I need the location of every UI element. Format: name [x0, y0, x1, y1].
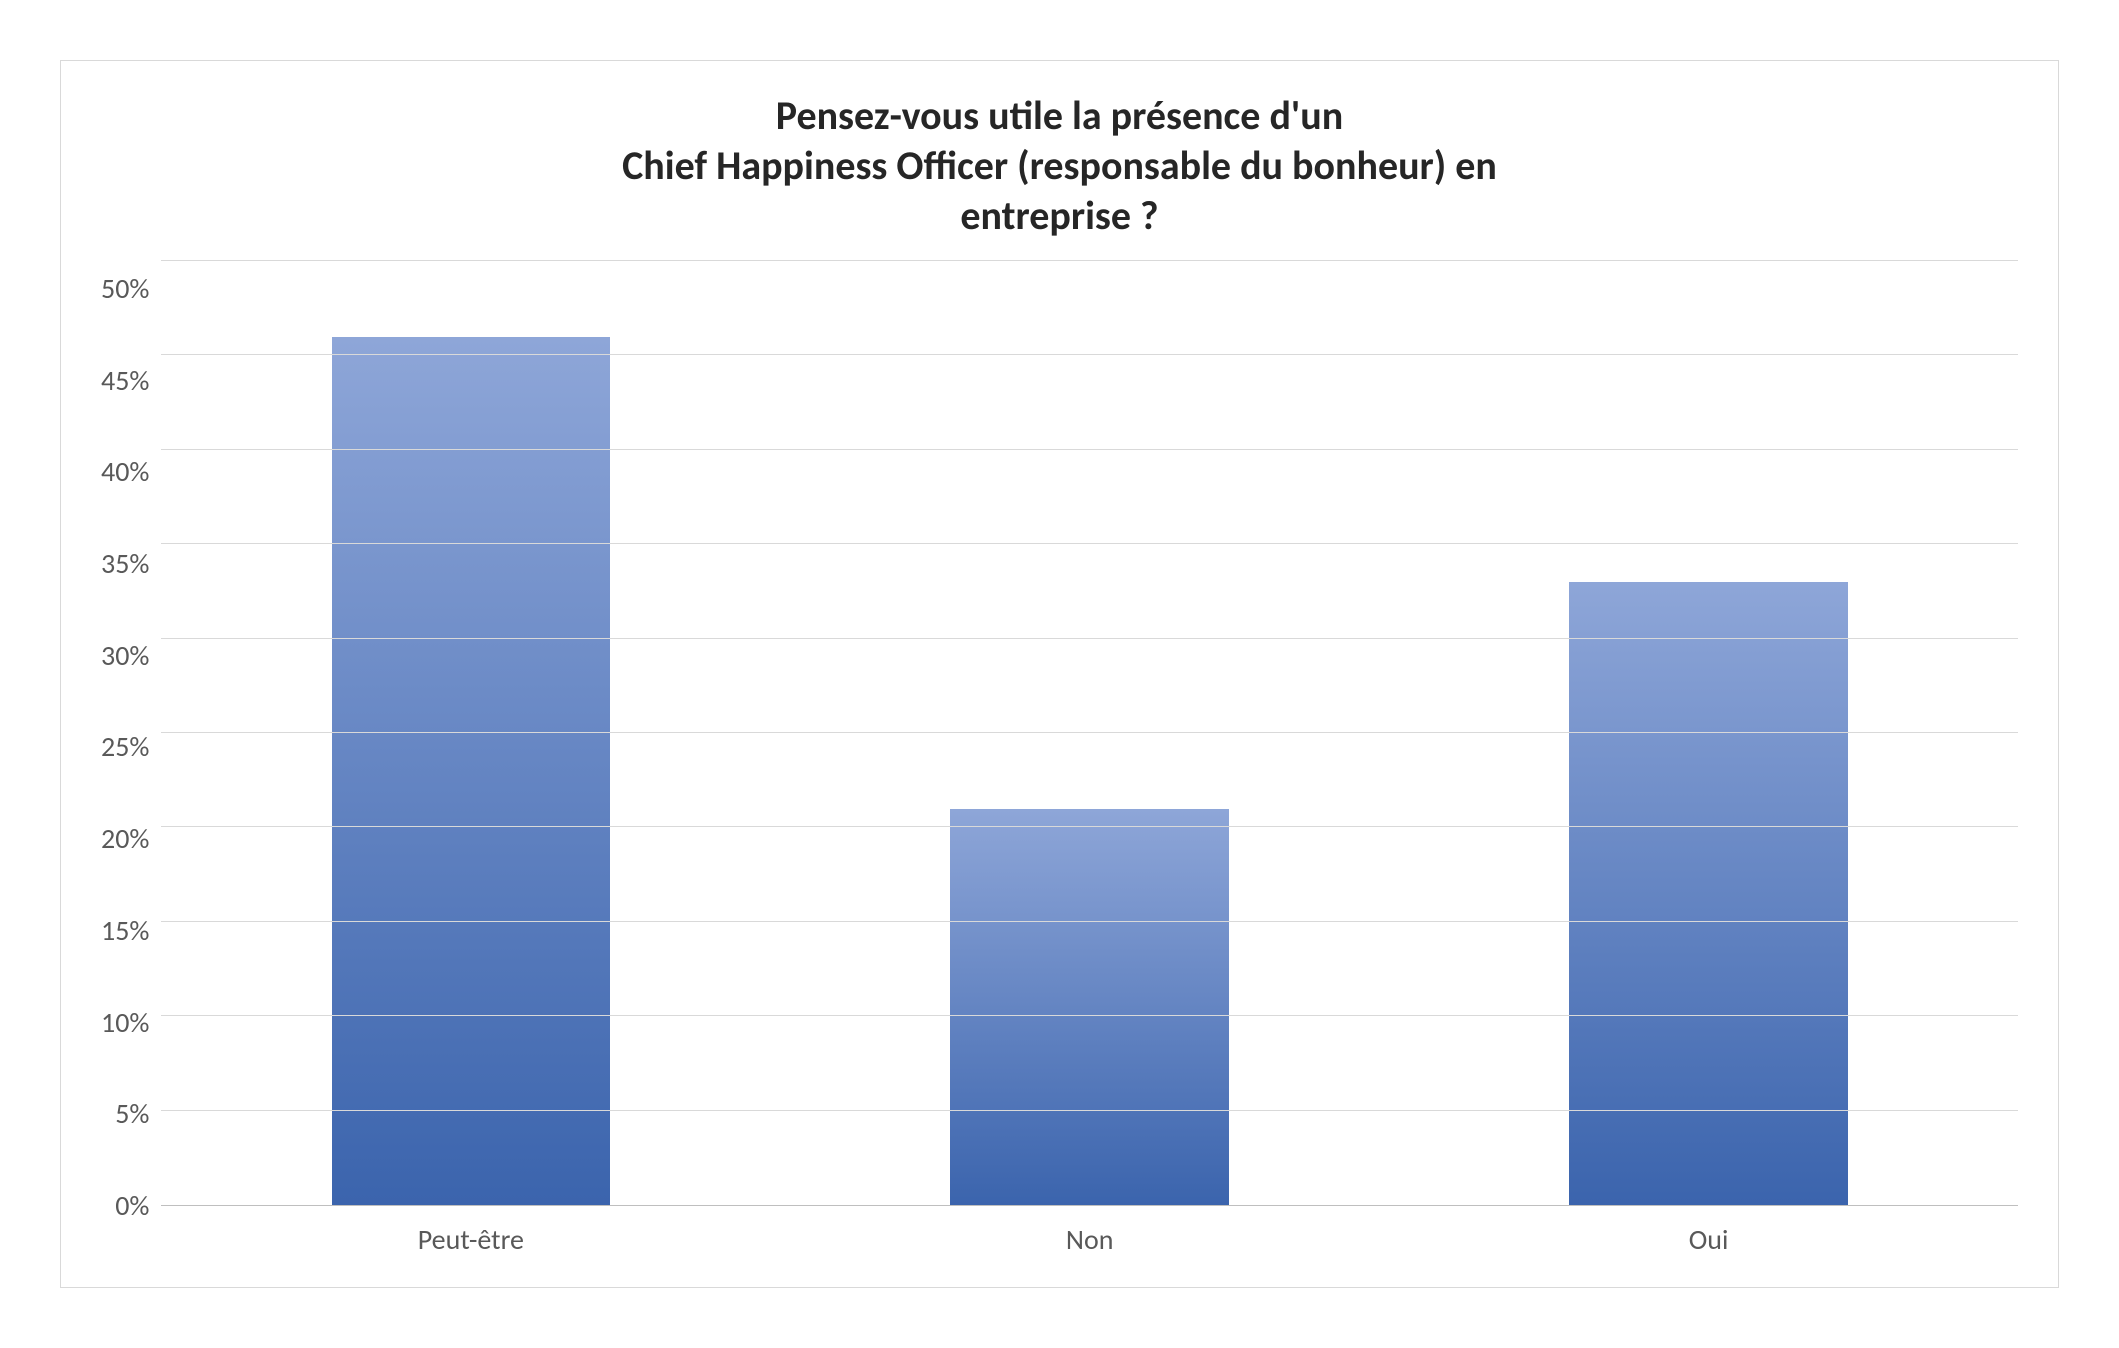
y-axis: 50%45%40%35%30%25%20%15%10%5%0%	[101, 261, 161, 1206]
y-tick: 50%	[101, 275, 149, 303]
y-tick: 30%	[101, 642, 149, 670]
plot-area	[161, 261, 2018, 1206]
x-label: Peut-être	[161, 1222, 780, 1257]
y-tick: 35%	[101, 550, 149, 578]
grid-line	[161, 260, 2018, 261]
bar	[332, 337, 610, 1205]
grid-line	[161, 921, 2018, 922]
x-label: Oui	[1399, 1222, 2018, 1257]
bar-slot	[780, 261, 1399, 1205]
grid-line	[161, 638, 2018, 639]
y-tick: 10%	[101, 1009, 149, 1037]
x-axis: Peut-êtreNonOui	[161, 1206, 2018, 1257]
y-tick: 15%	[101, 917, 149, 945]
bar-slot	[161, 261, 780, 1205]
bar	[950, 809, 1228, 1205]
grid-line	[161, 1015, 2018, 1016]
y-tick: 0%	[115, 1192, 149, 1220]
y-tick: 40%	[101, 458, 149, 486]
bar	[1569, 582, 1847, 1205]
y-tick: 45%	[101, 367, 149, 395]
chart-frame: Pensez-vous utile la présence d'unChief …	[60, 60, 2059, 1288]
grid-line	[161, 732, 2018, 733]
y-tick: 20%	[101, 825, 149, 853]
x-axis-row: Peut-êtreNonOui	[101, 1206, 2018, 1257]
chart-title: Pensez-vous utile la présence d'unChief …	[161, 91, 1958, 241]
y-tick: 25%	[101, 733, 149, 761]
page: Pensez-vous utile la présence d'unChief …	[0, 0, 2119, 1348]
y-tick: 5%	[115, 1100, 149, 1128]
grid-line	[161, 354, 2018, 355]
grid-line	[161, 543, 2018, 544]
plot-row: 50%45%40%35%30%25%20%15%10%5%0%	[101, 261, 2018, 1206]
bars-container	[161, 261, 2018, 1205]
grid-line	[161, 826, 2018, 827]
grid-line	[161, 449, 2018, 450]
grid-line	[161, 1110, 2018, 1111]
bar-slot	[1399, 261, 2018, 1205]
x-label: Non	[780, 1222, 1399, 1257]
